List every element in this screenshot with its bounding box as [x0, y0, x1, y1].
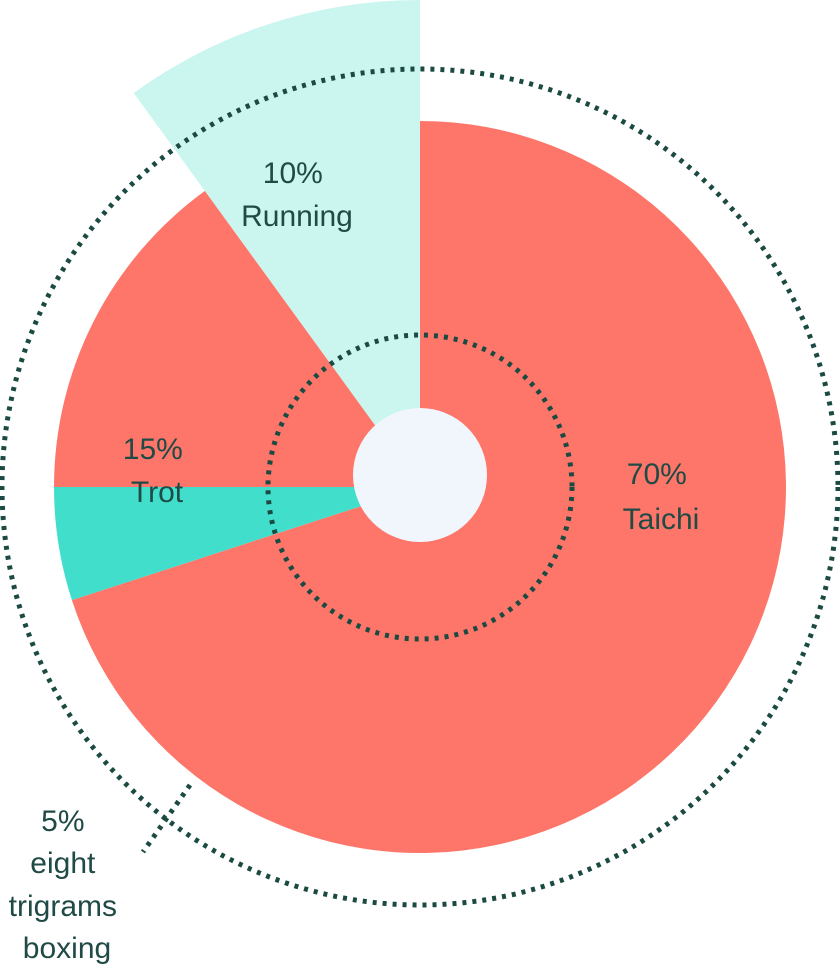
inner-dotted-ring: [265, 332, 575, 642]
slice-label-running: 10% Running: [241, 157, 353, 233]
center-dot: [353, 408, 487, 542]
trot-name: Trot: [131, 476, 184, 509]
pie-slice-eight-trigrams-boxing: [53, 487, 420, 601]
pie-slice-running: [133, 0, 420, 487]
taichi-percent: 70%: [627, 458, 687, 491]
trot-percent: 15%: [123, 433, 183, 466]
running-name: Running: [241, 200, 353, 233]
boxing-line-1: eight: [30, 847, 96, 880]
pie-slice-trot: [54, 190, 420, 487]
slice-label-taichi: 70% Taichi: [623, 458, 700, 536]
decorations: [0, 66, 840, 908]
boxing-percent: 5%: [41, 805, 84, 838]
slice-labels: 70% Taichi 10% Running 15% Trot 5% eight…: [9, 157, 700, 965]
outer-dotted-ring: [0, 66, 840, 908]
slice-label-trot: 15% Trot: [123, 433, 191, 509]
eight-trigrams-boxing-leader-line: [140, 783, 193, 854]
taichi-name: Taichi: [623, 503, 700, 536]
slice-label-eight-trigrams-boxing: 5% eight trigrams boxing: [9, 805, 126, 965]
running-percent: 10%: [263, 157, 323, 190]
boxing-line-2: trigrams: [9, 890, 117, 923]
boxing-line-3: boxing: [23, 932, 111, 965]
